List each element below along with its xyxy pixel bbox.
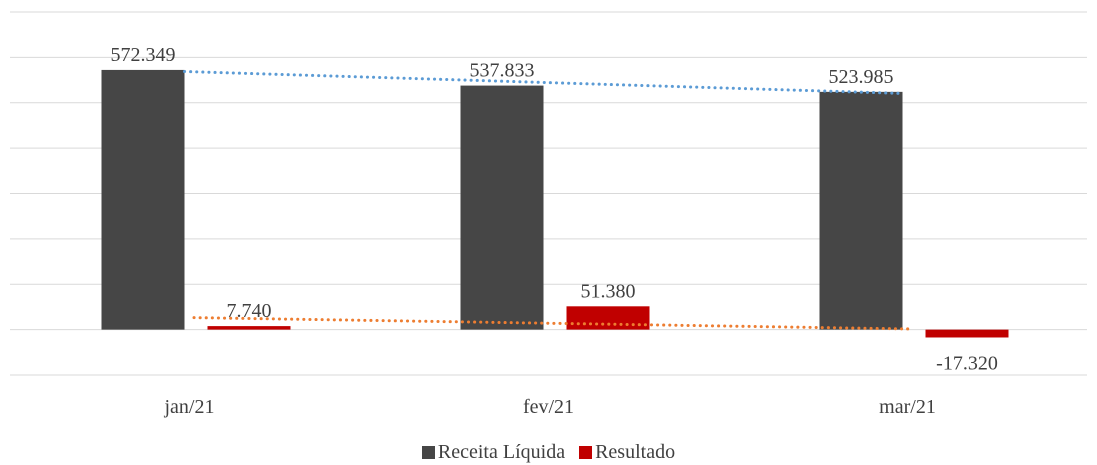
legend-label-receita: Receita Líquida <box>437 441 566 463</box>
trendline-resultado <box>192 316 914 331</box>
legend-item-resultado: Resultado <box>579 440 675 464</box>
legend-label-resultado: Resultado <box>595 441 676 463</box>
gridlines <box>10 11 1087 376</box>
bar-resultado <box>925 329 1009 338</box>
bar-receita <box>819 91 903 330</box>
bar-resultado <box>566 306 650 330</box>
legend: Receita Líquida Resultado <box>0 440 1097 464</box>
x-tick-label: jan/21 <box>164 396 215 418</box>
bars <box>101 69 1009 338</box>
data-label-receita: 572.349 <box>111 44 176 66</box>
bar-receita <box>460 85 544 330</box>
legend-swatch-resultado <box>579 445 593 459</box>
data-label-receita: 523.985 <box>829 66 894 88</box>
bar-resultado <box>207 326 291 330</box>
trendlines <box>183 69 914 331</box>
data-label-resultado: 51.380 <box>581 280 636 302</box>
bar-chart: 572.3497.740537.83351.380523.985-17.320 … <box>10 11 1087 418</box>
data-labels: 572.349 7.740 537.833 51.380 523.985 -17.320 <box>111 44 998 375</box>
data-label-resultado: -17.320 <box>936 352 998 374</box>
data-label-receita: 537.833 <box>470 60 535 82</box>
trendline-receita <box>183 69 904 95</box>
x-tick-label: fev/21 <box>523 396 574 418</box>
bar-receita <box>101 69 185 330</box>
legend-item-receita: Receita Líquida <box>421 440 566 464</box>
x-tick-label: mar/21 <box>879 396 936 418</box>
x-axis: jan/21 fev/21 mar/21 <box>164 396 936 418</box>
legend-swatch-receita <box>421 445 435 459</box>
data-label-resultado: 7.740 <box>227 300 272 322</box>
